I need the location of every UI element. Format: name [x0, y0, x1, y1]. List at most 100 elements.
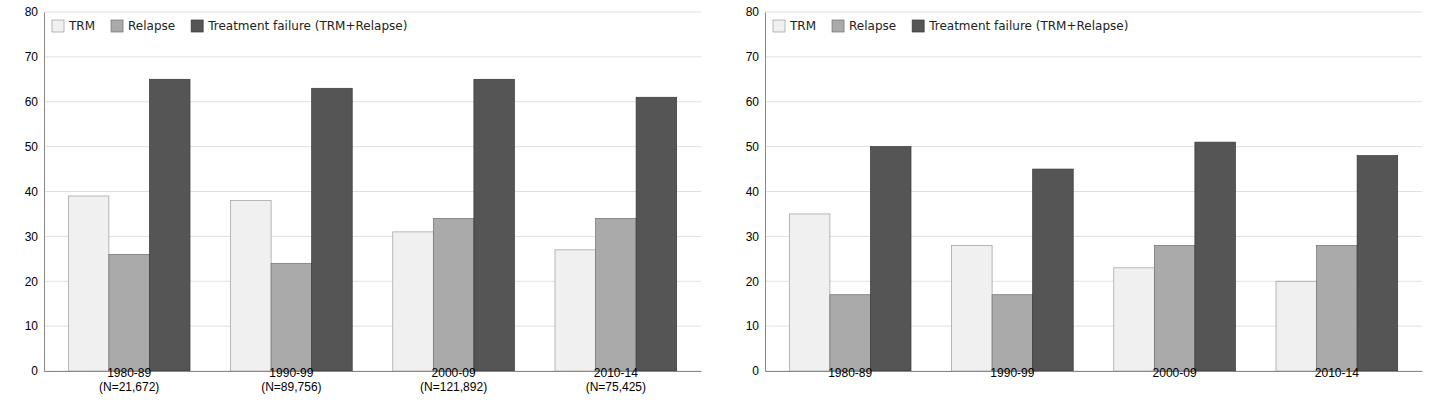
bar: [393, 232, 434, 371]
legend: TRM Relapse Treatment failure (TRM+Relapse…: [52, 19, 407, 33]
y-tick-label: 30: [746, 230, 760, 244]
x-tick: 2000-09(N=121,892): [420, 366, 487, 394]
y-tick: 60: [25, 95, 44, 109]
grid-line: [765, 12, 1422, 13]
legend-item: TRM: [52, 19, 95, 33]
y-tick-label: 20: [746, 275, 760, 289]
grid-line: [765, 101, 1422, 102]
x-tick-label-line: 2010-14: [1315, 366, 1359, 380]
x-tick: 1980-89: [828, 366, 872, 380]
y-tick-label: 50: [25, 140, 39, 154]
bar: [1195, 142, 1236, 371]
y-tick: 10: [25, 319, 44, 333]
y-tick: 20: [25, 275, 44, 289]
legend-label: Treatment failure (TRM+Relapse): [928, 19, 1128, 33]
x-tick-label: 2000-09(N=121,892): [420, 366, 487, 394]
y-tick: 30: [25, 230, 44, 244]
bar: [1276, 281, 1317, 371]
bar: [231, 200, 272, 371]
y-tick-label: 10: [746, 319, 760, 333]
x-tick-label: 2010-14: [1315, 366, 1359, 380]
bar: [789, 214, 830, 371]
legend-label: Relapse: [128, 19, 175, 33]
x-tick: 2000-09: [1153, 366, 1197, 380]
bar: [1154, 245, 1195, 371]
bar: [952, 245, 993, 371]
grid-line: [44, 146, 701, 147]
x-tick-label-line: 2000-09: [1153, 366, 1197, 380]
grid-line: [44, 56, 701, 57]
legend-swatch: [773, 20, 785, 32]
legend-label: TRM: [68, 19, 95, 33]
y-axis: 0 10 20 30 40 50 60 70 80: [746, 5, 766, 378]
bar: [870, 147, 911, 371]
y-tick: 40: [746, 185, 765, 199]
legend-swatch: [832, 20, 844, 32]
x-axis: 1980-89 1990-99 2000-09 2010-14: [766, 366, 1423, 380]
bar: [109, 254, 150, 371]
bar: [1033, 169, 1074, 371]
x-tick-label-line: 1980-89: [828, 366, 872, 380]
y-tick-label: 40: [25, 185, 39, 199]
x-tick-label: 2010-14(N=75,425): [586, 366, 646, 394]
x-tick-label-line: 1990-99: [990, 366, 1034, 380]
x-tick-label: 2000-09: [1153, 366, 1197, 380]
legend-swatch: [912, 20, 924, 32]
y-tick-label: 70: [25, 50, 39, 64]
chart-svg: 0 10 20 30 40 50 60 70 80 1980-89(N=21,672) 1990-9…: [0, 0, 1442, 419]
bar: [992, 295, 1033, 371]
y-tick-label: 80: [746, 5, 760, 19]
y-axis-line: [44, 13, 45, 372]
grid-line: [765, 56, 1422, 57]
bar: [1357, 156, 1398, 371]
bar: [555, 250, 596, 371]
y-tick: 30: [746, 230, 765, 244]
y-axis-line: [765, 13, 766, 372]
x-tick: 2010-14: [1315, 366, 1359, 380]
bars: [68, 79, 676, 371]
grid: [44, 12, 701, 371]
x-tick-label-line: (N=75,425): [586, 380, 646, 394]
legend-swatch: [111, 20, 123, 32]
x-axis: 1980-89(N=21,672) 1990-99(N=89,756) 2000-0…: [45, 366, 702, 394]
legend-label: Relapse: [849, 19, 896, 33]
x-tick-label-line: 2010-14: [594, 366, 638, 380]
grid-line: [44, 101, 701, 102]
x-tick: 1990-99(N=89,756): [261, 366, 321, 394]
y-tick: 80: [746, 5, 765, 19]
y-tick-label: 0: [752, 364, 759, 378]
legend-label: TRM: [789, 19, 816, 33]
y-tick-label: 60: [25, 95, 39, 109]
bar: [312, 88, 353, 371]
y-tick: 40: [25, 185, 44, 199]
y-tick-label: 60: [746, 95, 760, 109]
legend-item: Relapse: [832, 19, 896, 33]
legend-item: Treatment failure (TRM+Relapse): [191, 19, 407, 33]
grid-line: [765, 146, 1422, 147]
y-axis: 0 10 20 30 40 50 60 70 80: [25, 5, 45, 378]
y-tick: 10: [746, 319, 765, 333]
y-tick-label: 10: [25, 319, 39, 333]
y-tick-label: 20: [25, 275, 39, 289]
y-tick-label: 80: [25, 5, 39, 19]
bar: [636, 97, 677, 371]
x-tick-label-line: 2000-09: [432, 366, 476, 380]
x-tick-label-line: 1980-89: [107, 366, 151, 380]
grid-line: [44, 12, 701, 13]
y-tick: 50: [746, 140, 765, 154]
legend-swatch: [191, 20, 203, 32]
y-tick: 0: [31, 364, 44, 378]
x-tick: 1980-89(N=21,672): [99, 366, 159, 394]
y-tick: 70: [746, 50, 765, 64]
legend-label: Treatment failure (TRM+Relapse): [207, 19, 407, 33]
panel: 0 10 20 30 40 50 60 70 80 1980-89(N=21,672) 1990-9…: [25, 5, 702, 394]
grid-line: [765, 191, 1422, 192]
bar: [830, 295, 871, 371]
y-tick-label: 70: [746, 50, 760, 64]
legend-item: Treatment failure (TRM+Relapse): [912, 19, 1128, 33]
x-tick: 2010-14(N=75,425): [586, 366, 646, 394]
y-tick-label: 50: [746, 140, 760, 154]
x-tick-label: 1990-99: [990, 366, 1034, 380]
bar: [68, 196, 109, 371]
bar: [149, 79, 190, 371]
